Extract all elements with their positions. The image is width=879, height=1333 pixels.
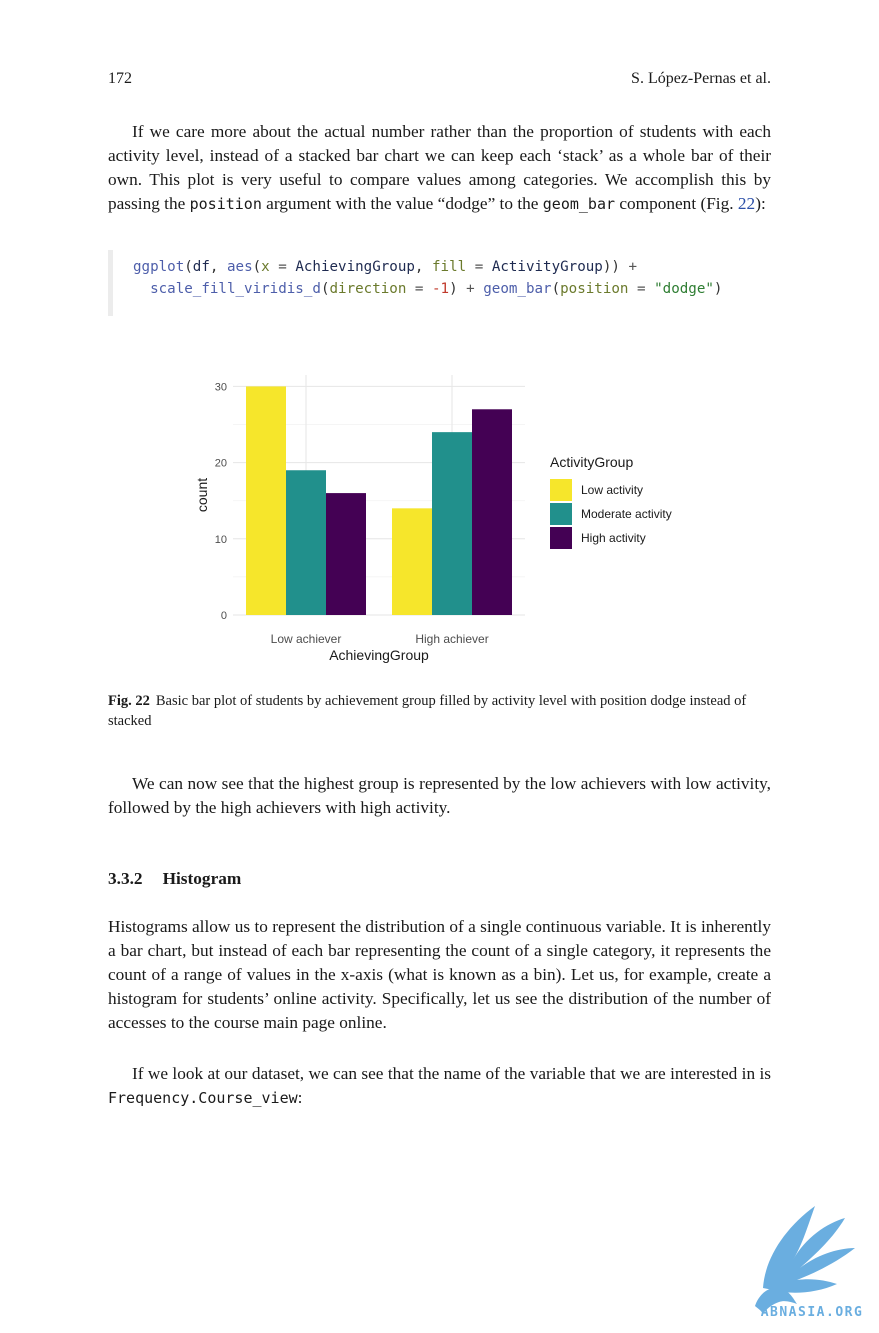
- y-axis-label: count: [194, 478, 210, 512]
- code-token: scale_fill_viridis_d: [150, 281, 321, 297]
- code-geom-bar: geom_bar: [542, 195, 616, 213]
- code-variable-name: Frequency.Course_view: [108, 1089, 298, 1107]
- para1-text-d: ):: [755, 194, 766, 213]
- caption-text: Basic bar plot of students by achievemen…: [108, 693, 747, 729]
- bar: [246, 386, 286, 615]
- code-token: =: [406, 281, 432, 297]
- legend-label: Low activity: [581, 483, 643, 497]
- bar: [326, 493, 366, 615]
- page-number: 172: [108, 70, 132, 87]
- code-token: aes: [226, 259, 253, 275]
- bar: [472, 409, 512, 615]
- bar: [432, 432, 472, 615]
- paragraph-4: If we look at our dataset, we can see th…: [108, 1062, 771, 1110]
- code-token: ActivityGroup: [491, 259, 603, 275]
- code-token: ,: [414, 259, 433, 275]
- figure-caption: Fig. 22 Basic bar plot of students by ach…: [108, 691, 771, 731]
- legend-title: ActivityGroup: [550, 454, 633, 470]
- paragraph-2: We can now see that the highest group is…: [108, 774, 771, 817]
- y-tick-label: 30: [215, 381, 227, 393]
- code-token: +: [466, 281, 475, 297]
- legend-swatch: [550, 503, 572, 525]
- section-title: Histogram: [162, 869, 242, 888]
- code-token: )): [602, 259, 629, 275]
- code-token: ,: [209, 259, 227, 275]
- code-block: ggplot(df, aes(x = AchievingGroup, fill …: [108, 250, 776, 316]
- code-token: (: [320, 281, 330, 297]
- code-token: geom_bar: [474, 281, 552, 297]
- bar-chart: 0 10 20 30 Low achiever High achieverAchievin…: [194, 375, 672, 663]
- caption-label: Fig. 22: [108, 693, 150, 709]
- code-token: direction: [329, 281, 407, 297]
- code-token: "dodge": [654, 281, 714, 297]
- bar: [392, 508, 432, 615]
- running-head: S. López-Pernas et al.: [631, 70, 771, 87]
- code-token: ): [713, 281, 723, 297]
- code-token: (: [252, 259, 262, 275]
- feather-icon: [755, 1206, 855, 1314]
- paragraph-1: If we care more about the actual number …: [108, 120, 771, 216]
- code-token: =: [628, 281, 655, 297]
- legend-label: Moderate activity: [581, 507, 672, 521]
- code-token: (: [551, 281, 561, 297]
- code-token: =: [466, 259, 492, 275]
- code-token: x: [261, 259, 270, 275]
- code-token: -1: [431, 281, 450, 297]
- section-heading: 3.3.2 Histogram: [108, 869, 241, 889]
- para4-text-a: If we look at our dataset, we can see th…: [132, 1064, 771, 1083]
- figure-reference-link[interactable]: 22: [737, 194, 756, 213]
- code-token: =: [269, 259, 296, 275]
- y-tick-label: 20: [215, 458, 227, 470]
- code-token: ): [449, 281, 467, 297]
- code-token: fill: [432, 259, 467, 275]
- code-token: ggplot: [133, 259, 185, 275]
- x-axis-label: AchievingGroup: [329, 647, 429, 663]
- code-line-1: ggplot(df, aes(x = AchievingGroup, fill …: [133, 259, 637, 275]
- code-position: position: [189, 195, 262, 213]
- watermark-text: ABNASIA.ORG: [761, 1305, 864, 1320]
- code-token: position: [560, 281, 629, 297]
- legend-label: High activity: [581, 531, 646, 545]
- para1-text-b: argument with the value “dodge” to the: [261, 194, 543, 213]
- para4-text-b: :: [297, 1088, 303, 1107]
- code-token: df: [192, 259, 210, 275]
- x-tick-label: High achiever: [415, 632, 488, 646]
- watermark-logo: ABNASIA.ORG: [755, 1206, 864, 1320]
- para1-text-c: component (Fig.: [615, 194, 738, 213]
- section-number: 3.3.2: [108, 869, 143, 888]
- code-token: +: [628, 259, 638, 275]
- para1-text-a: If we care more about the actual number …: [108, 122, 771, 213]
- code-token: AchievingGroup: [295, 259, 415, 275]
- legend-swatch: [550, 479, 572, 501]
- y-tick-label: 0: [221, 610, 227, 622]
- x-tick-label: Low achiever: [271, 632, 342, 646]
- legend-swatch: [550, 527, 572, 549]
- code-line-2: scale_fill_viridis_d(direction = -1) + g…: [133, 281, 722, 297]
- code-token: (: [184, 259, 193, 275]
- paragraph-3: Histograms allow us to represent the dis…: [108, 917, 771, 1032]
- bar: [286, 470, 326, 615]
- y-tick-label: 10: [215, 534, 227, 546]
